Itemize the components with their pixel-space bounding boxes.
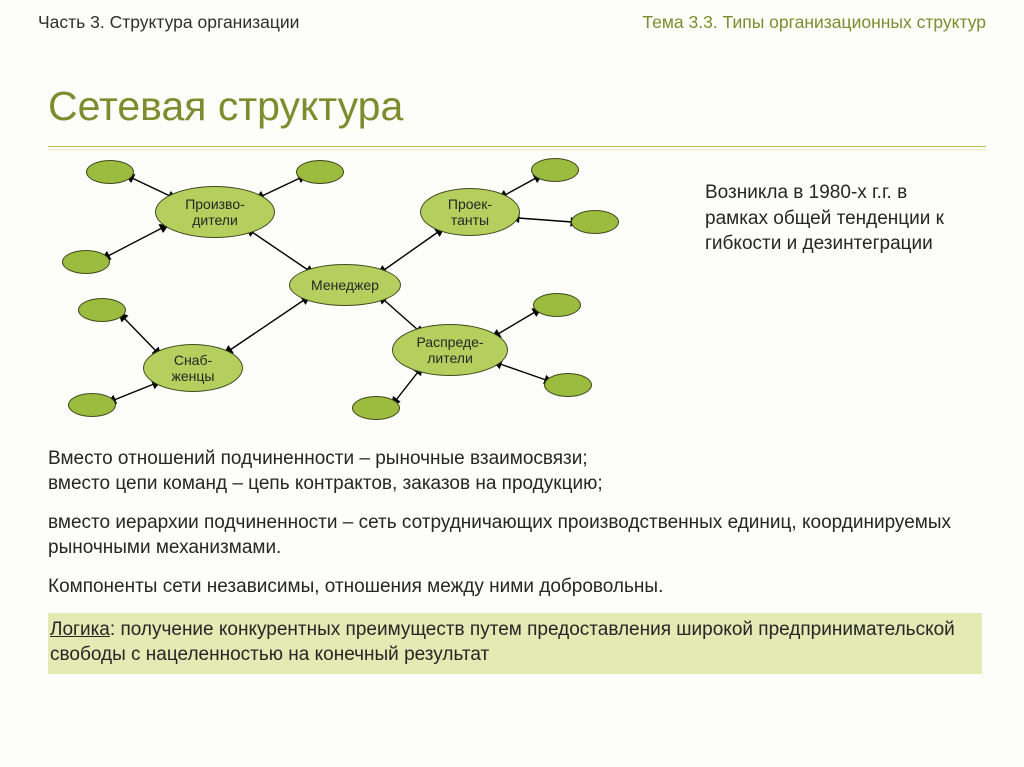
node-s9 — [544, 373, 592, 397]
paragraph-1: Вместо отношений подчиненности – рыночны… — [48, 446, 982, 496]
edge-producers-s1 — [132, 178, 170, 196]
node-s1 — [86, 160, 134, 184]
node-suppliers: Снаб-женцы — [143, 344, 243, 392]
node-s6 — [78, 298, 126, 322]
paragraph-2: вместо иерархии подчиненности – сеть сот… — [48, 510, 982, 560]
network-diagram: Произво-дители Проек-танты Менеджер Снаб-же… — [0, 150, 1024, 440]
node-s3 — [531, 158, 579, 182]
node-s8 — [533, 293, 581, 317]
edge-distributors-s10 — [396, 372, 418, 400]
node-designers: Проек-танты — [420, 188, 520, 236]
edge-designers-s3 — [505, 178, 536, 195]
node-manager: Менеджер — [289, 264, 401, 306]
edge-producers-s5 — [108, 228, 162, 256]
side-description: Возникла в 1980-х г.г. в рамках общей те… — [705, 180, 975, 257]
edge-manager-distributors — [384, 300, 418, 330]
node-distributors: Распреде-лители — [392, 324, 508, 376]
node-producers: Произво-дители — [155, 186, 275, 238]
logic-box: Логика: получение конкурентных преимущес… — [48, 613, 982, 673]
edge-distributors-s8 — [498, 312, 535, 334]
node-s7 — [68, 393, 116, 417]
edge-suppliers-s6 — [124, 318, 156, 351]
node-s2 — [296, 160, 344, 184]
edge-manager-designers — [384, 232, 438, 270]
body-text: Вместо отношений подчиненности – рыночны… — [0, 440, 1024, 599]
node-s4 — [571, 210, 619, 234]
node-s5 — [62, 250, 110, 274]
node-s10 — [352, 396, 400, 420]
title-rule-1 — [48, 146, 986, 147]
edge-suppliers-s7 — [114, 384, 154, 400]
edge-designers-s4 — [518, 218, 572, 222]
page-title: Сетевая структура — [0, 33, 1024, 138]
paragraph-3: Компоненты сети независимы, отношения ме… — [48, 574, 982, 599]
logic-label: Логика — [50, 619, 110, 640]
logic-text: : получение конкурентных преимуществ пут… — [50, 619, 955, 665]
edge-producers-s2 — [262, 178, 300, 196]
edge-manager-suppliers — [230, 300, 304, 350]
edge-manager-producers — [252, 232, 308, 270]
edge-distributors-s9 — [500, 364, 546, 380]
header-left: Часть 3. Структура организации — [38, 12, 299, 33]
header-right: Тема 3.3. Типы организационных структур — [642, 12, 986, 33]
